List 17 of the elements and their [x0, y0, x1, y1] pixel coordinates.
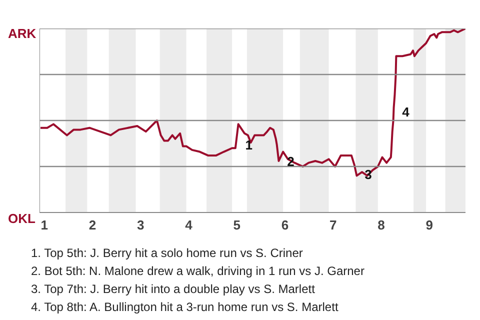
annotation: 1 — [245, 138, 252, 153]
x-tick-label: 7 — [330, 218, 337, 232]
text: 2. Bot 5th: N. Malone drew a walk, driving in 1 run vs J. Garner — [31, 263, 364, 280]
text: ARK — [8, 25, 36, 43]
text: 4. Top 8th: A. Bullington hit a 3-run home run vs S. Marlett — [31, 299, 340, 316]
x-tick-label: 8 — [378, 218, 385, 232]
text: 1. Top 5th: J. Berry hit a solo home run vs S. Criner — [31, 245, 304, 262]
x-tick-label: 6 — [281, 218, 289, 232]
text: 3. Top 7th: J. Berry hit into a double play vs S. Marlett — [31, 281, 316, 298]
x-tick-label: 3 — [136, 218, 144, 232]
x-tick-label: 1 — [40, 218, 48, 232]
x-tick-label: 5 — [233, 218, 240, 232]
text: OKL — [8, 210, 36, 228]
annotation: 4 — [402, 104, 410, 120]
x-tick-label: 9 — [426, 218, 434, 232]
x-tick-label: 2 — [88, 218, 96, 232]
x-tick-label: 4 — [185, 218, 194, 232]
